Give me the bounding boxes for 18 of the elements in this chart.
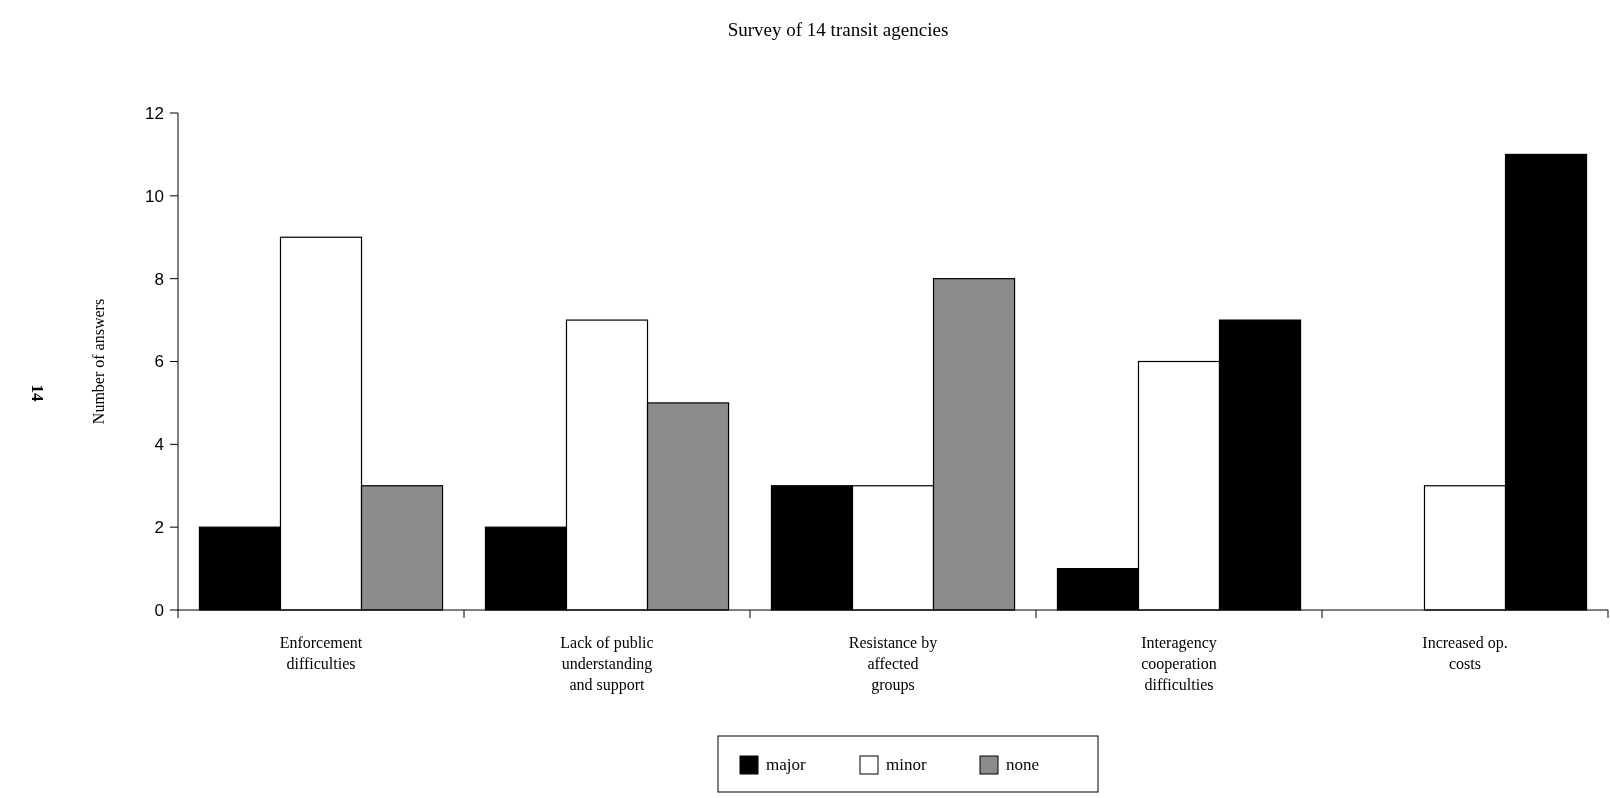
y-tick-label: 2 (154, 518, 164, 538)
legend-label: minor (886, 755, 927, 774)
y-tick-label: 6 (154, 352, 164, 372)
x-tick-label: Enforcement difficulties (279, 634, 363, 672)
y-tick-label: 10 (145, 186, 164, 206)
chart-title: Survey of 14 transit agencies (727, 19, 949, 40)
legend-label: none (1006, 755, 1040, 774)
text: 14 (28, 384, 47, 402)
x-tick-label: Increased op. costs (1422, 634, 1508, 672)
y-tick-label: 0 (154, 600, 164, 620)
y-tick-label: 12 (145, 103, 164, 123)
x-tick-label: Lack of public understanding and support (560, 634, 654, 694)
y-axis-title: Number of answers (90, 298, 107, 425)
legend-label: major (766, 755, 806, 774)
y-tick-label: 8 (154, 269, 164, 289)
x-tick-label: Interagency cooperation difficulties (1141, 634, 1217, 693)
x-tick-label: Resistance by affected groups (848, 634, 938, 694)
y-tick-label: 4 (154, 435, 164, 455)
